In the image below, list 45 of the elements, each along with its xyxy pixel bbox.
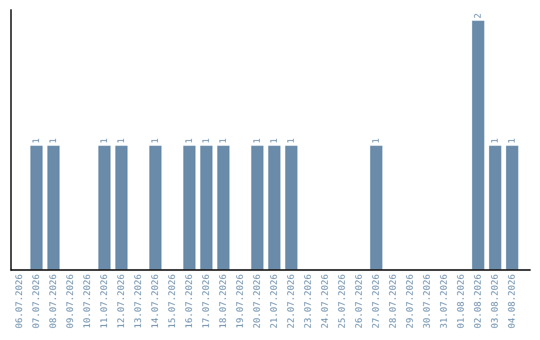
x-tick-label: 25.07.2026 (338, 274, 345, 328)
data-label: 1 (219, 138, 226, 143)
x-tick-label: 21.07.2026 (270, 274, 277, 328)
x-tick-label: 06.07.2026 (15, 274, 22, 328)
data-label: 1 (49, 138, 56, 143)
x-tick-label: 11.07.2026 (100, 274, 108, 328)
x-tick-label: 19.07.2026 (236, 274, 243, 328)
x-tick-label: 08.07.2026 (49, 274, 56, 328)
x-tick-label: 14.07.2026 (151, 274, 158, 328)
x-tick-label: 10.07.2026 (83, 274, 90, 328)
x-tick-label: 29.07.2026 (406, 274, 413, 328)
x-tick-label: 07.07.2026 (32, 274, 40, 328)
data-label: 1 (32, 138, 39, 143)
data-label: 1 (508, 138, 515, 143)
data-label: 1 (287, 138, 294, 143)
x-tick-label: 13.07.2026 (134, 274, 142, 328)
x-tick-label: 15.07.2026 (168, 274, 176, 328)
x-tick-label: 18.07.2026 (219, 274, 226, 328)
x-tick-label: 16.07.2026 (185, 274, 192, 328)
x-tick-label: 01.08.2026 (457, 274, 464, 328)
data-label: 1 (491, 138, 498, 143)
x-tick-label: 22.07.2026 (287, 274, 294, 328)
x-tick-label: 04.08.2026 (508, 274, 515, 328)
data-label: 1 (270, 138, 277, 143)
data-label: 1 (202, 138, 209, 143)
x-tick-label: 28.07.2026 (389, 274, 396, 328)
data-label: 1 (253, 138, 260, 143)
x-tick-label: 12.07.2026 (117, 274, 124, 328)
x-tick-label: 27.07.2026 (372, 274, 379, 328)
data-label: 1 (185, 138, 192, 143)
x-tick-label: 20.07.2026 (253, 274, 260, 328)
x-tick-label: 31.07.2026 (440, 274, 447, 328)
x-tick-label: 09.07.2026 (66, 274, 74, 328)
x-tick-label: 17.07.2026 (202, 274, 210, 328)
x-tick-label: 23.07.2026 (304, 274, 311, 328)
x-tick-label: 26.07.2026 (355, 274, 362, 328)
data-label: 1 (100, 138, 107, 143)
x-tick-label: 02.08.2026 (474, 274, 481, 328)
data-label: 2 (474, 14, 481, 18)
data-label: 1 (117, 138, 124, 143)
x-tick-label: 30.07.2026 (423, 274, 430, 328)
data-label: 1 (151, 138, 158, 143)
x-tick-label: 24.07.2026 (321, 274, 328, 328)
data-label: 1 (372, 138, 379, 143)
x-tick-label: 03.08.2026 (490, 274, 498, 328)
